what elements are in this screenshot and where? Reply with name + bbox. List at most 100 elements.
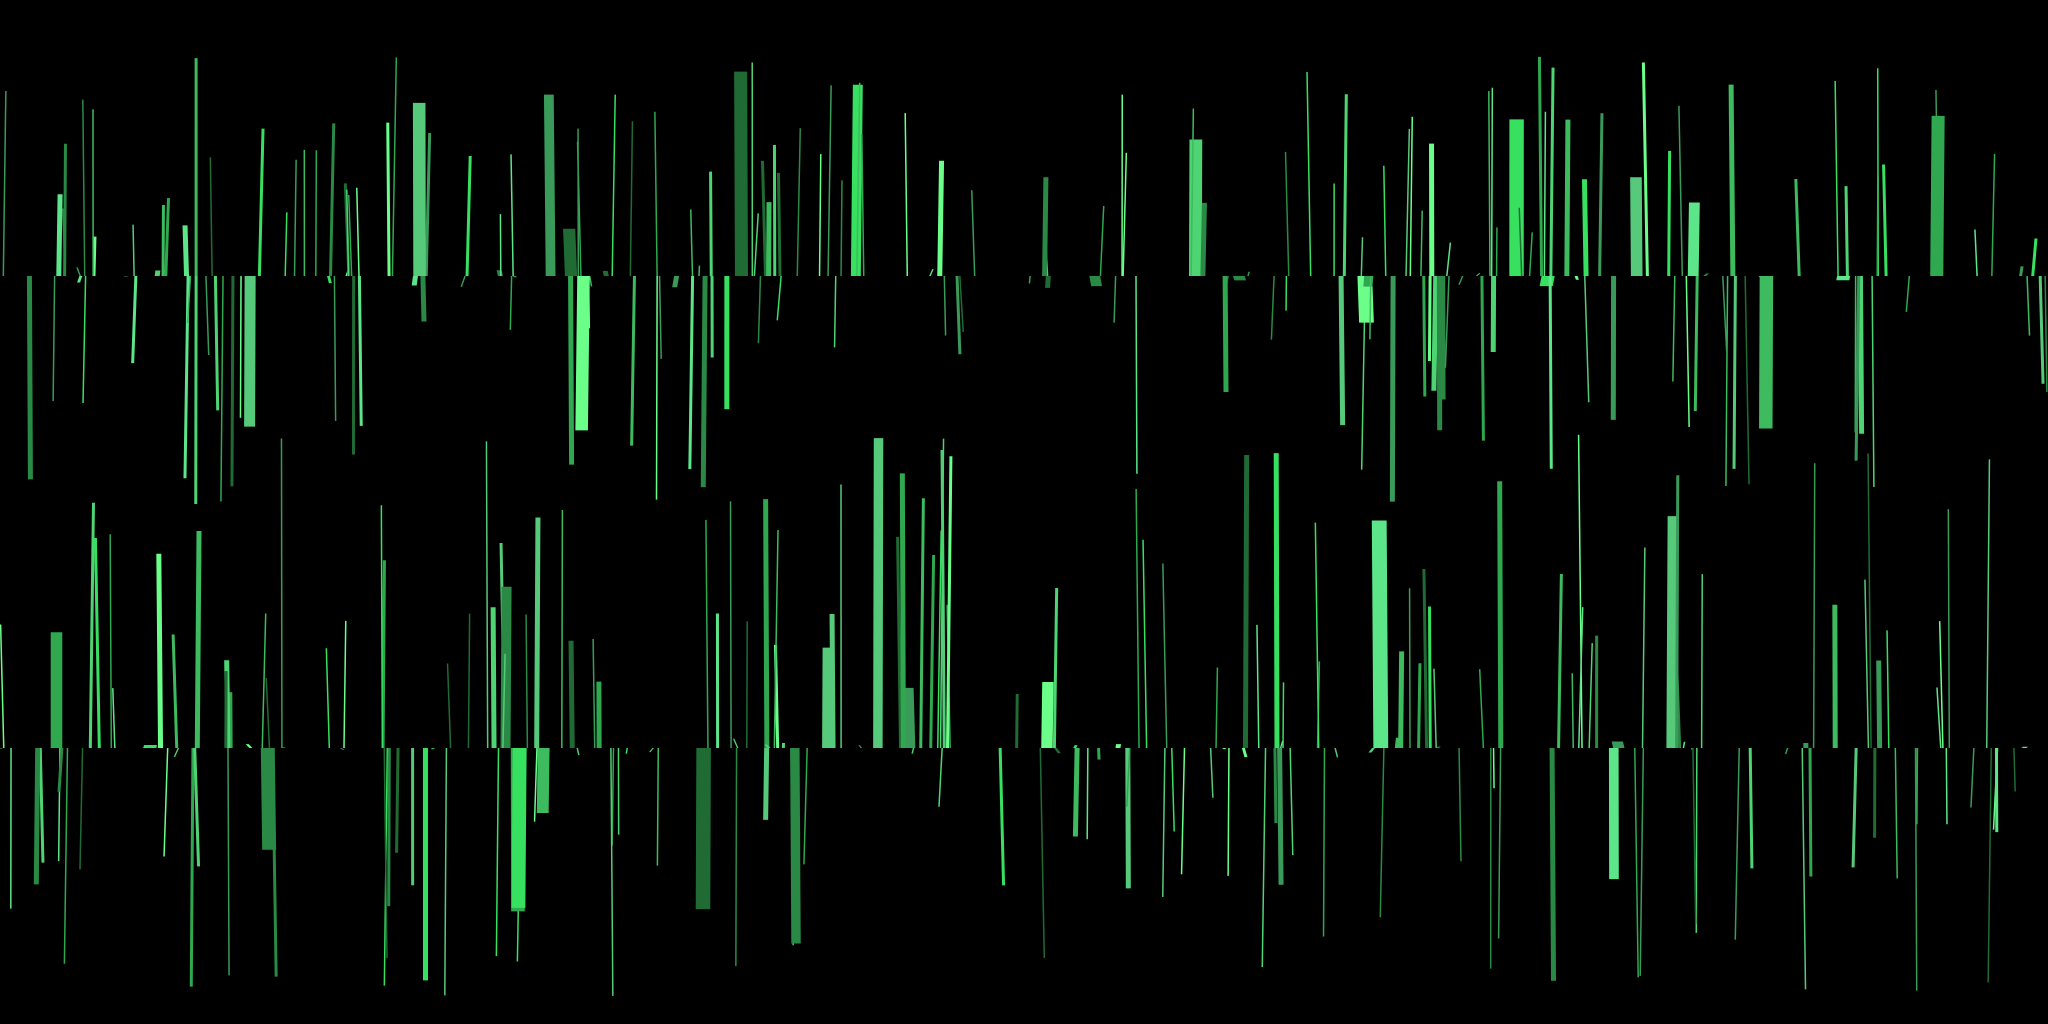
waveform-bar [1073, 745, 1078, 748]
waveform-bar [76, 267, 81, 276]
waveform-bar [79, 748, 84, 870]
waveform-bar [395, 748, 400, 853]
waveform-bar [1444, 276, 1450, 368]
waveform-bar [0, 748, 4, 749]
waveform-bar [525, 614, 529, 748]
waveform-bar [1685, 276, 1690, 428]
waveform-bar [776, 172, 782, 276]
waveform-bar [194, 58, 198, 276]
waveform-bar [509, 276, 513, 330]
waveform-bar [577, 128, 580, 276]
waveform-bar [940, 450, 946, 748]
waveform-bar [1222, 276, 1229, 393]
waveform-bar [734, 71, 748, 276]
waveform-bar [38, 748, 45, 863]
waveform-bar [173, 748, 180, 757]
waveform-bar [33, 748, 41, 885]
waveform-bar [1495, 227, 1498, 276]
waveform-bar [412, 102, 426, 276]
waveform-bar [1571, 673, 1575, 748]
waveform-bar [209, 157, 213, 276]
waveform-bar [1734, 748, 1740, 940]
waveform-bar [568, 640, 575, 748]
waveform-bar [1490, 87, 1494, 276]
waveform-bar [1682, 741, 1686, 748]
waveform-bar [1537, 56, 1544, 276]
waveform-bar [2044, 276, 2048, 393]
waveform-bar [154, 270, 161, 276]
waveform-bar [850, 84, 863, 276]
waveform-bar [1492, 748, 1495, 789]
waveform-bar [1497, 481, 1504, 748]
waveform-bar [732, 738, 739, 748]
waveform-bar [763, 748, 770, 820]
waveform-bar [444, 748, 448, 996]
waveform-bar [1072, 748, 1080, 837]
waveform-bar [1812, 463, 1816, 748]
waveform-bar [1369, 276, 1372, 340]
waveform-bar [1247, 271, 1250, 276]
waveform-bar [245, 744, 253, 748]
waveform-bar [1666, 516, 1679, 748]
waveform-bar [220, 276, 224, 502]
waveform-bar [1588, 643, 1593, 748]
waveform-bar [827, 85, 832, 276]
waveform-bar [648, 748, 654, 753]
waveform-bar [171, 634, 179, 748]
waveform-bar [929, 269, 934, 276]
waveform-bar [1987, 748, 1993, 983]
waveform-bar [1700, 574, 1704, 748]
waveform-bar [753, 213, 759, 276]
waveform-bar [1497, 748, 1502, 939]
waveform-bar [695, 748, 711, 910]
waveform-bar [1667, 150, 1672, 276]
waveform-bar [2038, 276, 2045, 384]
waveform-bar [109, 534, 113, 748]
waveform-bar [230, 276, 235, 487]
waveform-bar [56, 194, 63, 276]
waveform-bar [575, 276, 590, 431]
waveform-bar [1277, 748, 1284, 885]
waveform-bar [1398, 651, 1405, 748]
waveform-bar [26, 276, 33, 480]
waveform-bar [735, 748, 738, 967]
waveform-bar [630, 276, 636, 446]
waveform-bar [411, 276, 418, 286]
waveform-bar [592, 638, 596, 748]
waveform-bar [446, 663, 452, 748]
waveform-bar [1509, 119, 1524, 276]
waveform-bar [955, 276, 962, 355]
waveform-bar [345, 189, 350, 276]
waveform-bar [1115, 744, 1122, 748]
waveform-bar [1409, 116, 1414, 276]
waveform-bar [1314, 522, 1320, 748]
waveform-bar [919, 498, 925, 748]
waveform-bar [1991, 153, 1996, 276]
waveform-bar [213, 276, 220, 411]
waveform-bar [189, 748, 195, 987]
waveform-bar [929, 554, 936, 748]
waveform-bar [1282, 682, 1285, 748]
waveform-bar [284, 212, 288, 276]
waveform-bar [387, 748, 391, 907]
waveform-bar [1608, 748, 1619, 880]
waveform-bar [1431, 276, 1439, 391]
waveform-bar [1422, 568, 1429, 748]
waveform-bar [710, 276, 714, 358]
waveform-bar [1135, 488, 1140, 748]
waveform-bar [751, 62, 754, 277]
waveform-bar [1639, 748, 1645, 976]
waveform-bar [1126, 748, 1131, 807]
waveform-bar [1744, 276, 1750, 485]
waveform-bar [1436, 746, 1441, 748]
waveform-bar [1121, 94, 1123, 276]
waveform-bar [411, 748, 415, 886]
waveform-bar [1242, 454, 1250, 748]
waveform-bar [1342, 94, 1348, 276]
waveform-bar [1433, 668, 1437, 748]
waveform-bar [193, 748, 201, 867]
waveform-bar [1581, 179, 1589, 276]
waveform-bar [1489, 748, 1492, 969]
waveform-bar [1215, 667, 1219, 748]
waveform-bar [563, 228, 578, 276]
